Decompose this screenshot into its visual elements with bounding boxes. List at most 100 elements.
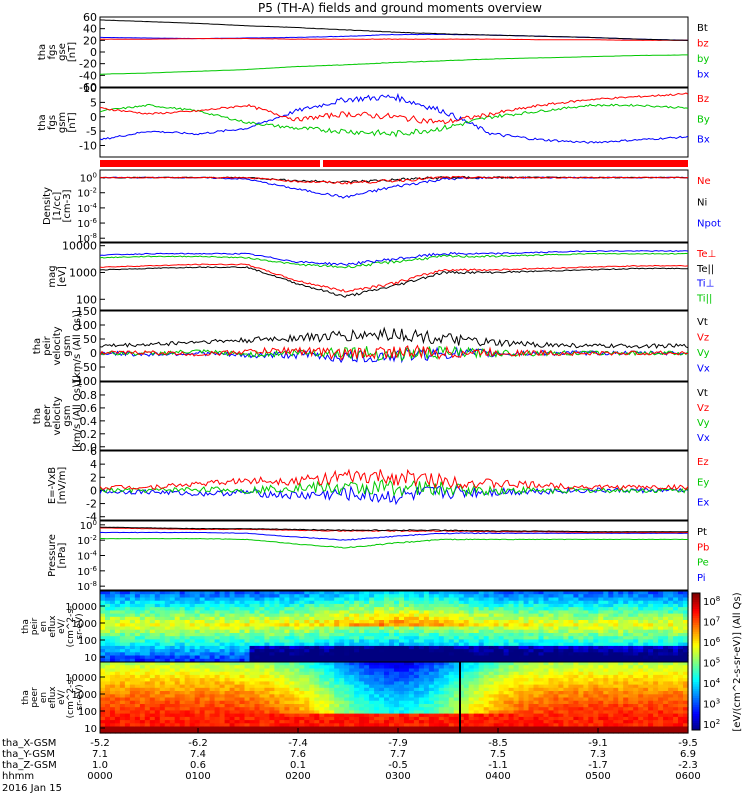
spectrogram-cell [115,678,121,682]
spectrogram-cell [499,607,505,611]
panel-frame [100,88,688,157]
spectrogram-cell [593,665,599,669]
spectrogram-cell [519,678,525,682]
series-Te|| [100,267,688,298]
spectrogram-cell [429,594,435,598]
spectrogram-cell [568,678,574,682]
spectrogram-cell [449,691,455,695]
spectrogram-cell [334,630,340,634]
spectrogram-cell [673,620,679,624]
spectrogram-cell [384,620,390,624]
legend-label: Vz [697,403,709,414]
spectrogram-cell [598,607,604,611]
spectrogram-cell [539,714,545,718]
spectrogram-cell [115,691,121,695]
spectrogram-cell [384,607,390,611]
spectrogram-cell [444,643,450,647]
spectrogram-cell [434,691,440,695]
series-group [100,469,688,504]
series-Pe [100,539,688,549]
spectrogram-cell [539,630,545,634]
spectrogram-cell [165,643,171,647]
spectrogram-cell [449,643,455,647]
spectrogram-cell [404,594,410,598]
spectrogram-cell [245,691,251,695]
spectrogram-cell [359,714,365,718]
spectrogram-cell [304,594,310,598]
y-axis-label: [eV] [57,266,68,287]
spectrogram-cell [369,714,375,718]
y-tick-label: 10-2 [77,534,97,547]
spectrogram-cell [588,714,594,718]
spectrogram-cell [643,630,649,634]
spectrogram-cell [509,691,515,695]
spectrogram-cell [274,701,280,705]
spectrogram-cell [349,594,355,598]
y-tick-label: 0 [90,484,97,497]
spectrogram-cell [260,607,266,611]
spectrogram-cell [319,727,325,731]
flag-bar [100,160,688,167]
spectrogram-cell [349,714,355,718]
spectrogram-cell [140,691,146,695]
spectrogram-cell [145,701,151,705]
spectrogram-cell [339,678,345,682]
spectrogram-cell [314,727,320,731]
spectrogram-cell [618,656,624,660]
spectrogram-cell [344,691,350,695]
spectrogram-cell [250,594,256,598]
spectrogram-cell [205,620,211,624]
spectrogram-cell [434,727,440,731]
spectrogram-cell [608,620,614,624]
spectrogram-cell [394,607,400,611]
spectrogram-cell [250,643,256,647]
spectrogram-cell [110,727,116,731]
spectrogram-cell [150,630,156,634]
spectrogram-cell [469,701,475,705]
legend-label: Ez [697,457,709,468]
spectrogram-cell [678,656,684,660]
spectrogram-cell [369,656,375,660]
spectrogram-cell [175,656,181,660]
spectrogram-cell [299,701,305,705]
spectrogram-cell [554,594,560,598]
spectrogram-cell [429,656,435,660]
spectrogram-cell [439,620,445,624]
spectrogram-cell [578,701,584,705]
spectrogram-cell [309,620,315,624]
spectrogram-cell [593,656,599,660]
spectrogram-cell [399,678,405,682]
spectrogram-cell [583,607,589,611]
spectrogram-cell [474,643,480,647]
spectrogram-cell [603,656,609,660]
spectrogram-cell [294,665,300,669]
spectrogram-cell [549,643,555,647]
spectrogram-cell [150,701,156,705]
spectrogram-cell [294,643,300,647]
spectrogram-cell [215,678,221,682]
spectrogram-cell [210,630,216,634]
spectrogram-cell [230,665,236,669]
spectrogram-cell [334,607,340,611]
spectrogram-cell [529,656,535,660]
spectrogram-cell [304,678,310,682]
spectrogram-cell [180,620,186,624]
spectrogram-cell [598,643,604,647]
spectrogram-cell [489,630,495,634]
spectrogram-cell [389,594,395,598]
spectrogram-cell [673,656,679,660]
spectrogram-cell [558,620,564,624]
spectrogram-cell [260,594,266,598]
spectrogram-cell [469,643,475,647]
spectrogram-cell [100,701,106,705]
spectrogram-cell [230,656,236,660]
spectrogram-cell [299,665,305,669]
spectrogram-cell [588,656,594,660]
spectrogram-cell [364,620,370,624]
spectrogram-cell [394,678,400,682]
spectrogram-cell [324,656,330,660]
spectrogram-cell [294,594,300,598]
spectrogram-cell [240,701,246,705]
spectrogram-cell [344,643,350,647]
